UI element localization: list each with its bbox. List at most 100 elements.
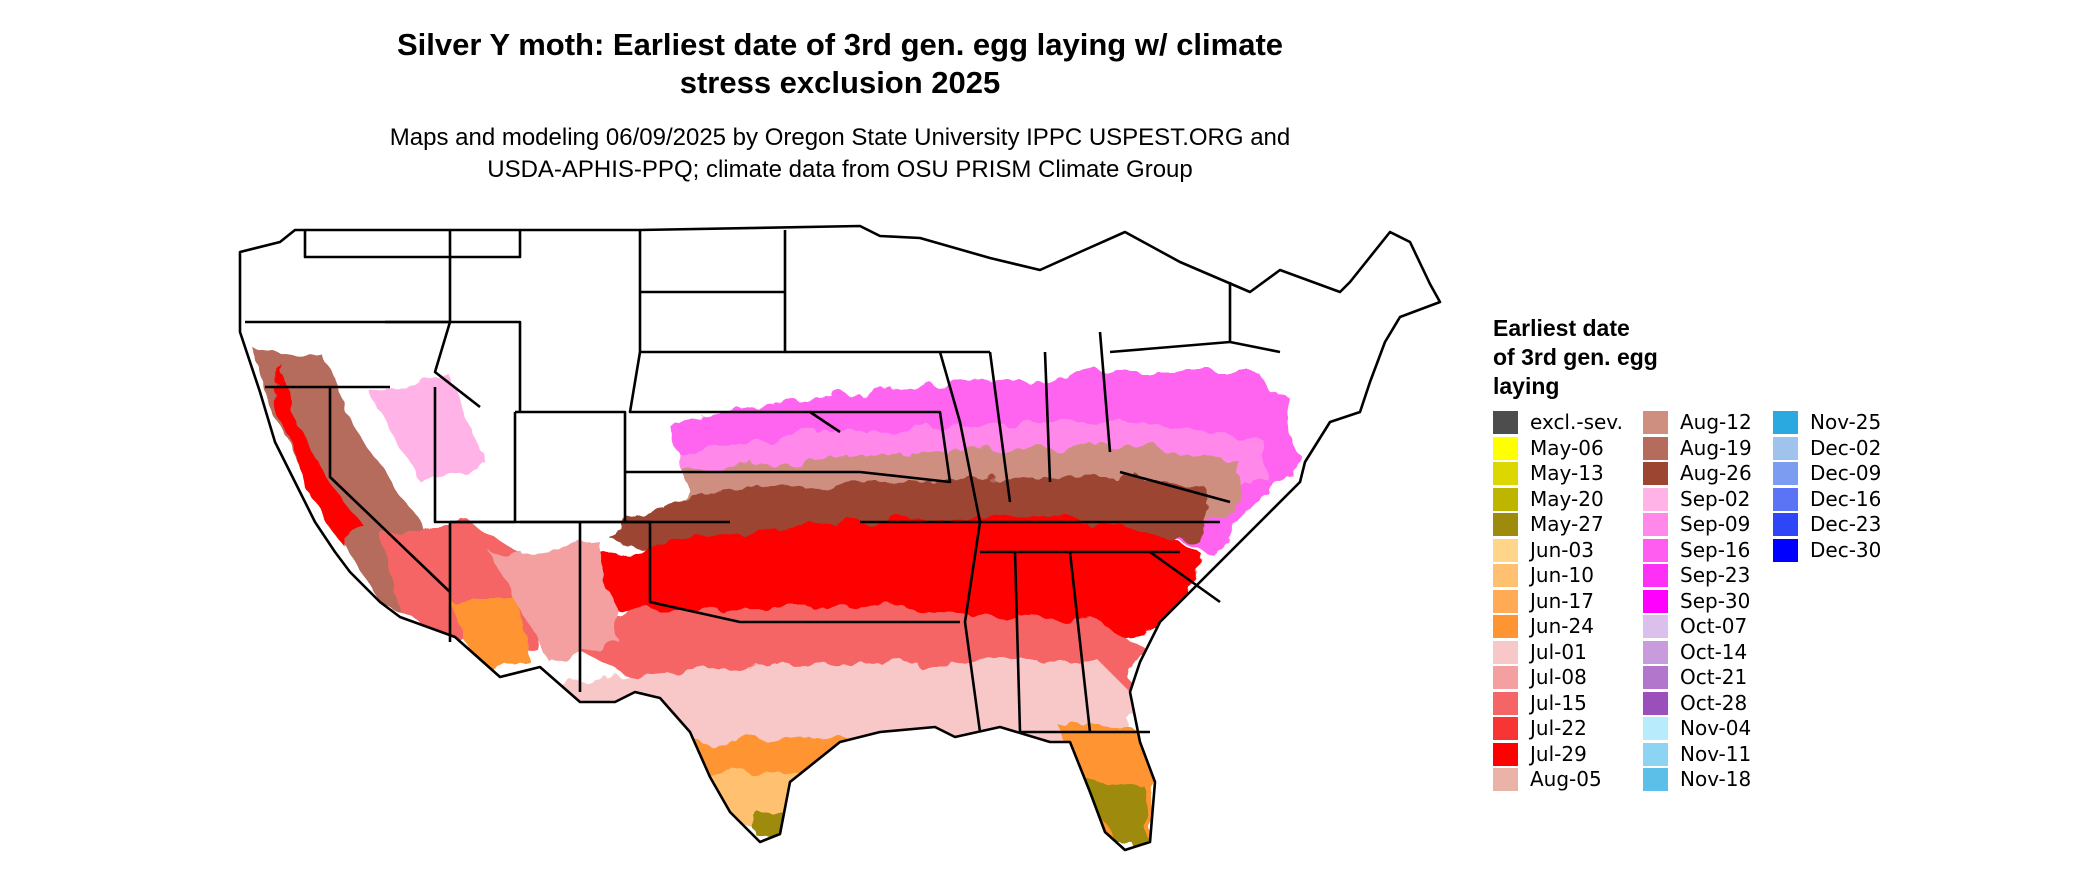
legend-swatch xyxy=(1643,513,1668,536)
legend-label: Jun-17 xyxy=(1530,588,1594,613)
legend-label: Jul-22 xyxy=(1530,716,1587,740)
legend-label: Aug-19 xyxy=(1680,435,1752,460)
state-line-co xyxy=(515,410,627,522)
state-line-pa-ny xyxy=(1109,340,1231,354)
band-jun-light xyxy=(650,770,820,837)
legend-item: Jul-15 xyxy=(1493,691,1643,715)
legend-swatch xyxy=(1493,742,1518,766)
legend-item: Jun-10 xyxy=(1493,563,1643,587)
legend-swatch xyxy=(1493,538,1518,562)
legend-swatch xyxy=(1773,436,1798,460)
unsuitable-nw xyxy=(240,226,450,372)
legend-item: excl.-sev. xyxy=(1493,410,1643,434)
legend-item: Jul-29 xyxy=(1493,742,1643,766)
legend-label: Jun-24 xyxy=(1530,614,1594,638)
state-line-id xyxy=(433,230,481,409)
legend-swatch xyxy=(1493,411,1518,434)
legend-label: Nov-18 xyxy=(1680,767,1752,791)
state-boundaries xyxy=(238,224,1442,852)
legend-label: Dec-09 xyxy=(1810,461,1882,485)
legend-label: Sep-30 xyxy=(1680,588,1751,613)
band-az-orange xyxy=(450,602,530,672)
legend-title-line-2: of 3rd gen. egg xyxy=(1493,344,1658,370)
legend-swatch xyxy=(1643,717,1668,740)
legend-item: Dec-23 xyxy=(1773,512,1923,536)
legend-label: May-13 xyxy=(1530,461,1604,485)
legend-label: Sep-02 xyxy=(1680,486,1751,511)
legend-item: Oct-28 xyxy=(1643,691,1793,715)
legend-item: Dec-02 xyxy=(1773,436,1923,460)
state-line-in-oh xyxy=(1043,351,1052,483)
legend-swatch xyxy=(1493,768,1518,791)
legend-label: Jul-15 xyxy=(1530,690,1587,715)
legend-swatch xyxy=(1643,589,1668,613)
legend-label: Nov-25 xyxy=(1810,410,1882,434)
legend-swatch xyxy=(1643,640,1668,664)
legend-label: Jun-03 xyxy=(1530,537,1594,562)
band-ca-valley xyxy=(275,362,360,542)
map-title-line-1: Silver Y moth: Earliest date of 3rd gen.… xyxy=(396,27,1284,62)
legend-swatch xyxy=(1773,513,1798,536)
legend-item: Jul-08 xyxy=(1493,665,1643,689)
legend-swatch xyxy=(1493,640,1518,664)
legend-swatch xyxy=(1773,538,1798,562)
legend-label: Dec-02 xyxy=(1810,435,1882,460)
legend-swatch xyxy=(1493,436,1518,460)
legend-swatch xyxy=(1643,768,1668,791)
legend-item: Sep-23 xyxy=(1643,563,1793,587)
us-map xyxy=(238,224,1442,852)
legend-swatch xyxy=(1493,487,1518,511)
legend-item: Aug-05 xyxy=(1493,767,1643,791)
legend-item: Aug-19 xyxy=(1643,436,1793,460)
unsuitable-north xyxy=(240,226,1440,372)
state-line-nc-sc xyxy=(1149,550,1221,604)
state-line-il-in xyxy=(988,351,1012,503)
legend-swatch xyxy=(1643,487,1668,511)
legend-label: Dec-23 xyxy=(1810,512,1882,536)
legend-swatch xyxy=(1493,666,1518,689)
legend-item: Aug-12 xyxy=(1643,410,1793,434)
legend-label: Aug-26 xyxy=(1680,461,1752,485)
legend-item: May-06 xyxy=(1493,436,1643,460)
legend-item: Nov-18 xyxy=(1643,767,1793,791)
legend-item: Jun-03 xyxy=(1493,538,1643,562)
legend-swatch xyxy=(1643,666,1668,689)
legend-swatch xyxy=(1493,589,1518,613)
legend-label: excl.-sev. xyxy=(1530,410,1623,434)
legend-item: Dec-30 xyxy=(1773,538,1923,562)
legend-item: Jun-24 xyxy=(1493,614,1643,638)
legend-label: Jul-01 xyxy=(1530,639,1587,664)
legend-swatch xyxy=(1643,564,1668,587)
legend-label: May-06 xyxy=(1530,435,1604,460)
legend-item: Dec-16 xyxy=(1773,487,1923,511)
legend-item: Oct-21 xyxy=(1643,665,1793,689)
legend-label: Dec-16 xyxy=(1810,486,1882,511)
legend-title-line-1: Earliest date xyxy=(1493,315,1630,341)
map-subtitle-line-1: Maps and modeling 06/09/2025 by Oregon S… xyxy=(389,124,1291,151)
legend-title-line-3: laying xyxy=(1493,373,1560,399)
legend-swatch xyxy=(1773,487,1798,511)
state-line-ne-states xyxy=(1228,282,1281,354)
legend-swatch xyxy=(1493,513,1518,536)
legend-title: Earliest date of 3rd gen. egg laying xyxy=(1493,314,1753,401)
state-line-oh-pa xyxy=(1098,331,1112,453)
legend-label: Jul-08 xyxy=(1530,665,1587,689)
legend-swatch xyxy=(1493,462,1518,485)
legend-swatch xyxy=(1773,411,1798,434)
band-jul01 xyxy=(530,662,1140,782)
legend: Earliest date of 3rd gen. egg laying exc… xyxy=(1493,314,1913,814)
legend-item: Sep-30 xyxy=(1643,589,1793,613)
state-line-mt-wy xyxy=(303,230,522,259)
map-subtitle-line-2: USDA-APHIS-PPQ; climate data from OSU PR… xyxy=(487,156,1193,183)
legend-swatch xyxy=(1773,462,1798,485)
legend-swatch xyxy=(1493,615,1518,638)
legend-swatch xyxy=(1643,436,1668,460)
legend-item: Jun-17 xyxy=(1493,589,1643,613)
band-fl-south xyxy=(1080,782,1150,847)
legend-swatch xyxy=(1493,691,1518,715)
legend-item: Aug-26 xyxy=(1643,461,1793,485)
unsuitable-rockies xyxy=(440,334,690,552)
legend-label: Oct-28 xyxy=(1680,690,1748,715)
legend-label: Oct-21 xyxy=(1680,665,1748,689)
legend-item: Sep-09 xyxy=(1643,512,1793,536)
